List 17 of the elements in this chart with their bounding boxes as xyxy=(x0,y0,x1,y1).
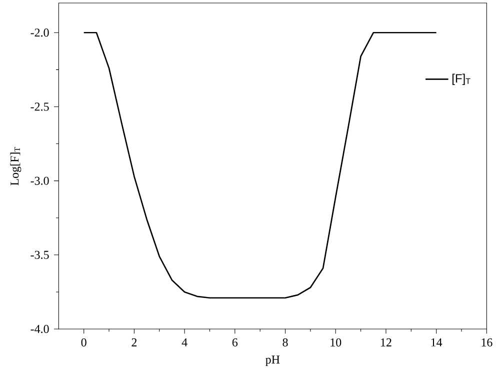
x-tick-label: 10 xyxy=(330,338,342,346)
y-tick-label: -3.5 xyxy=(30,250,49,259)
x-tick-label: 6 xyxy=(232,338,238,346)
x-tick-label: 4 xyxy=(182,338,188,346)
y-tick-label: -3.0 xyxy=(30,176,49,185)
x-tick-label: 8 xyxy=(282,338,288,346)
x-axis-title: pH xyxy=(266,356,280,366)
x-tick-label: 2 xyxy=(132,338,137,346)
y-tick-label: -4.0 xyxy=(30,324,49,334)
x-tick-label: 16 xyxy=(482,338,492,346)
legend-label: [F]$_{T}$ xyxy=(452,74,470,85)
x-tick-label: 14 xyxy=(431,338,442,346)
x-tick-label: 12 xyxy=(381,338,392,346)
x-tick-label: 0 xyxy=(81,338,86,346)
y-tick-label: -2.0 xyxy=(30,28,49,37)
y-axis-title: Log[F]$_{T}$ xyxy=(10,147,22,186)
y-tick-label: -2.5 xyxy=(30,102,49,111)
